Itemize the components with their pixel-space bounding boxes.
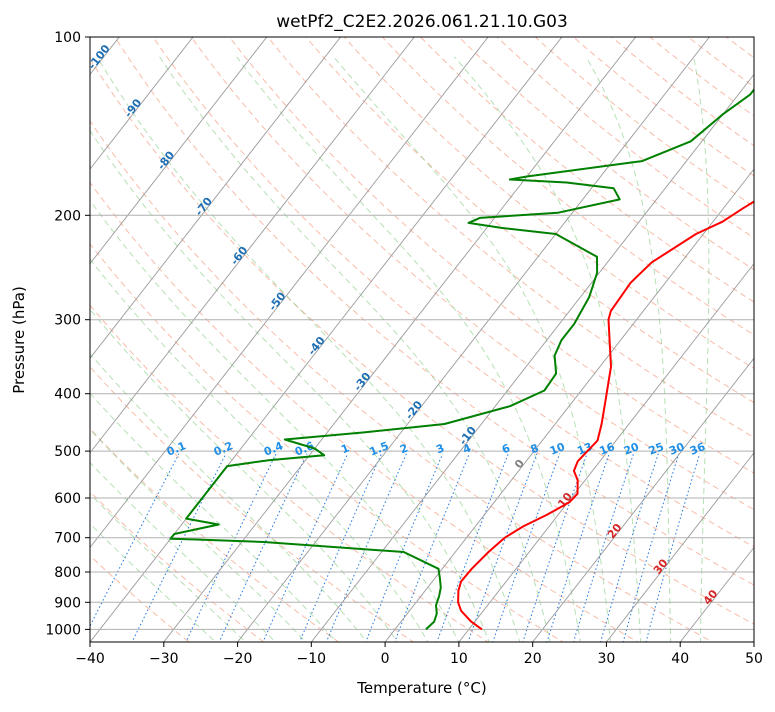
isotherm-line — [81, 24, 573, 654]
y-tick-label: 400 — [54, 387, 81, 403]
mixing-ratio-label: 30 — [667, 440, 686, 458]
mixing-ratio-line — [295, 454, 382, 654]
mixing-ratio-line — [126, 454, 226, 654]
y-tick-label: 600 — [54, 491, 81, 507]
isotherm-line — [597, 24, 775, 654]
mixing-ratio-label: 0.2 — [212, 439, 235, 458]
isotherm-label: -90 — [122, 96, 145, 120]
mixing-ratio-label: 1 — [339, 441, 351, 456]
moist-adiabat — [0, 57, 346, 654]
moist-adiabat — [160, 57, 553, 654]
y-tick-label: 800 — [54, 565, 81, 581]
isotherm-line — [302, 24, 775, 654]
mixing-ratio-line — [433, 454, 509, 654]
mixing-ratio-label: 10 — [548, 440, 567, 458]
moist-adiabat — [0, 57, 287, 654]
mixing-ratio-label: 8 — [529, 441, 541, 456]
y-axis-title: Pressure (hPa) — [10, 286, 28, 394]
dry-adiabat — [596, 24, 775, 654]
x-tick-label: −30 — [149, 651, 179, 667]
x-axis-title: Temperature (°C) — [356, 679, 486, 697]
dry-adiabat — [0, 24, 507, 654]
isotherm-line — [0, 24, 425, 654]
mixing-ratio-line — [76, 454, 179, 654]
x-tick-label: 10 — [450, 651, 468, 667]
moist-adiabat — [46, 57, 494, 654]
mixing-ratio-line — [322, 454, 407, 654]
isotherm-label: -30 — [351, 370, 374, 394]
x-tick-label: −20 — [223, 651, 253, 667]
isotherm-line — [154, 24, 646, 654]
isotherm-line — [745, 24, 775, 654]
mixing-ratio-label: 6 — [500, 441, 512, 456]
isotherm-line — [0, 24, 277, 654]
y-tick-label: 100 — [54, 30, 81, 46]
dry-adiabat — [483, 24, 775, 654]
dry-adiabat — [0, 24, 280, 654]
mixing-ratio-label: 1.5 — [368, 439, 391, 458]
x-tick-label: 0 — [381, 651, 390, 667]
dry-adiabat — [0, 24, 431, 654]
mixing-ratio-line — [643, 454, 700, 654]
moist-adiabat — [455, 57, 642, 654]
moist-adiabat — [97, 57, 523, 654]
isotherm-label: 0 — [512, 457, 527, 471]
isotherm-label: -40 — [305, 334, 328, 358]
isotherm-line — [671, 24, 775, 654]
x-tick-label: −40 — [75, 651, 105, 667]
dry-adiabat — [672, 24, 775, 654]
dry-adiabat — [521, 24, 775, 654]
dry-adiabat — [31, 24, 734, 654]
y-tick-label: 300 — [54, 313, 81, 329]
isotherm-line — [523, 24, 775, 654]
isotherm-label: 30 — [651, 556, 671, 576]
x-tick-label: −10 — [297, 651, 327, 667]
y-tick-label: 700 — [54, 531, 81, 547]
mixing-ratio-line — [489, 454, 560, 654]
mixing-ratio-line — [214, 454, 307, 654]
dry-adiabat — [747, 24, 775, 654]
mixing-ratio-label: 0.4 — [262, 439, 285, 458]
y-tick-label: 900 — [54, 595, 81, 611]
dry-adiabat — [144, 24, 775, 654]
moist-adiabat — [694, 57, 709, 654]
moist-adiabat — [0, 57, 317, 654]
y-tick-label: 500 — [54, 444, 81, 460]
mixing-ratio-line — [390, 454, 469, 654]
dry-adiabat — [295, 24, 775, 654]
isotherm-label: -20 — [403, 398, 426, 422]
isotherm-label: -60 — [228, 244, 251, 268]
plot-frame — [90, 37, 754, 642]
mixing-ratio-line — [180, 454, 276, 654]
x-tick-label: 40 — [671, 651, 689, 667]
x-tick-label: 20 — [524, 651, 542, 667]
x-tick-label: 30 — [597, 651, 615, 667]
dry-adiabat — [107, 24, 775, 654]
temperature-profile — [458, 37, 775, 629]
mixing-ratio-label: 3 — [434, 441, 446, 456]
isotherm-line — [228, 24, 720, 654]
dry-adiabat — [0, 24, 583, 654]
isotherm-label: -50 — [266, 289, 289, 313]
dry-adiabat — [182, 24, 775, 654]
dry-adiabat — [559, 24, 775, 654]
dry-adiabat — [0, 24, 204, 654]
y-tick-label: 1000 — [45, 622, 81, 638]
chart-title: wetPf2_C2E2.2026.061.21.10.G03 — [276, 12, 568, 32]
mixing-ratio-label: 2 — [398, 441, 410, 456]
y-tick-label: 200 — [54, 208, 81, 224]
mixing-ratio-label: 0.1 — [165, 439, 188, 458]
isotherm-line — [7, 24, 499, 654]
mixing-ratio-label: 36 — [688, 440, 707, 458]
moist-adiabat — [0, 57, 258, 654]
x-tick-label: 50 — [745, 651, 763, 667]
dry-adiabat — [257, 24, 775, 654]
